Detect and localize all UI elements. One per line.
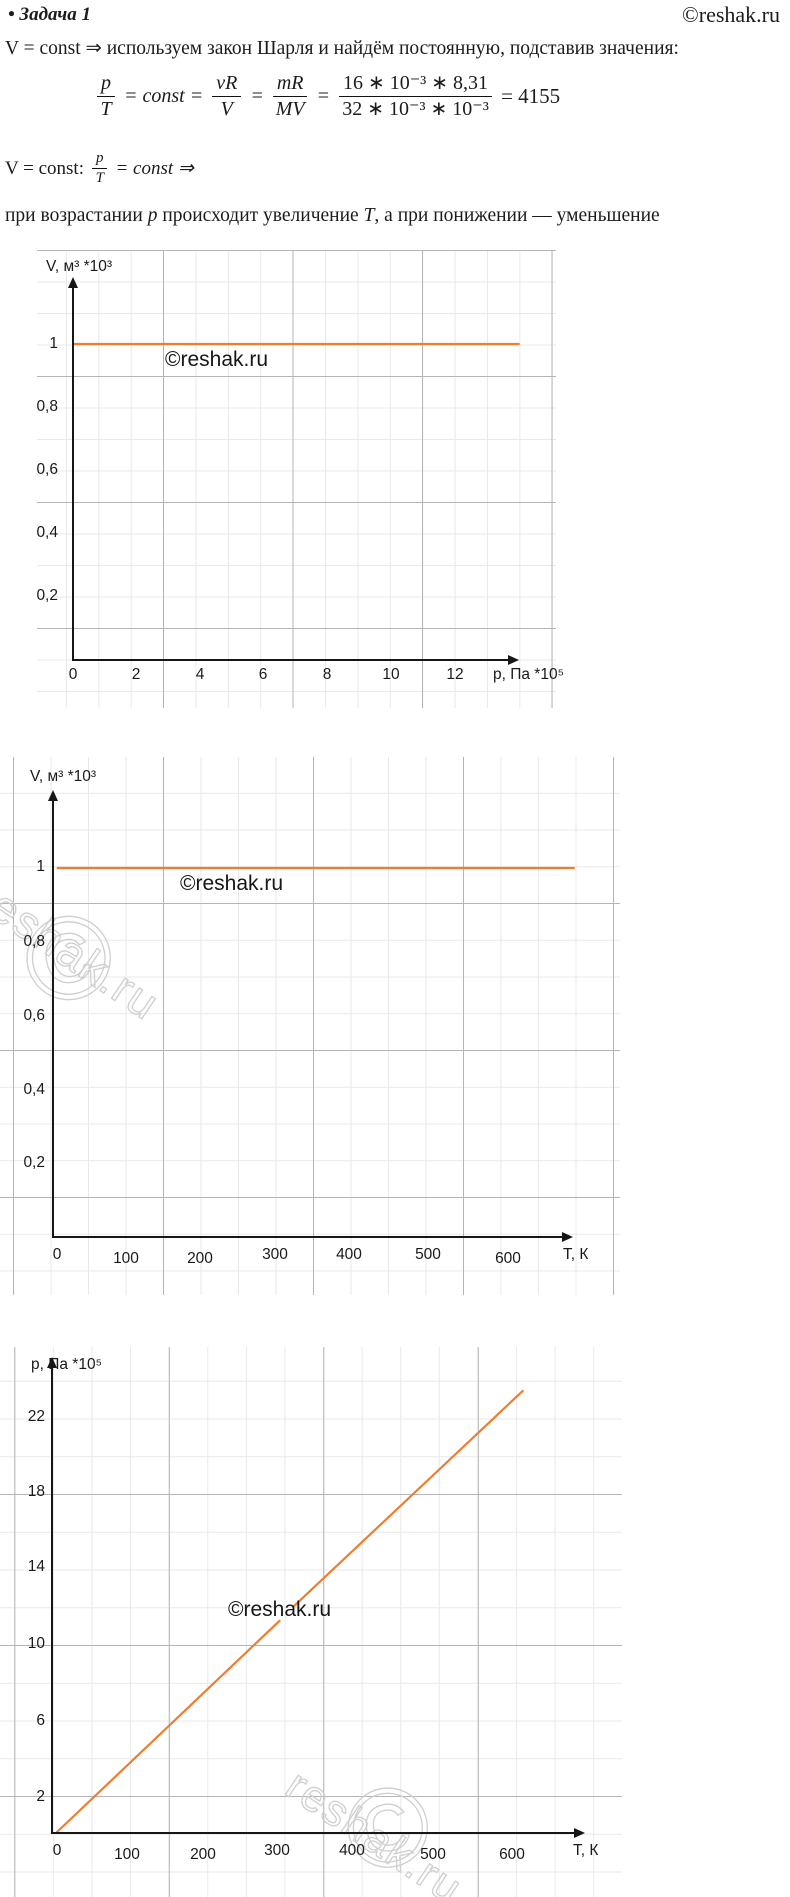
chart3-ytick: 14 [27, 1558, 45, 1575]
fraction-mR-over-MV: mR MV [272, 72, 308, 121]
chart1-y-axis [71, 286, 75, 660]
chart3-y-axis [50, 1366, 54, 1833]
chart-V-of-T-grid [0, 757, 620, 1295]
chart2-ytick: 0,2 [23, 1154, 45, 1171]
chart1-xtick: 4 [195, 666, 205, 683]
chart2-xtick: 500 [415, 1246, 441, 1263]
chart1-x-axis-arrow-icon [508, 654, 519, 665]
chart3-ylabel: p, Па *10⁵ [31, 1356, 102, 1373]
solution-line-3: при возрастании p происходит увеличение … [5, 205, 660, 226]
chart3-xtick: 200 [190, 1846, 216, 1863]
fraction-vR-over-V: vR V [212, 72, 242, 121]
chart-V-of-p-grid [37, 250, 556, 708]
chart3-xtick: 100 [114, 1846, 140, 1863]
chart2-xtick: 200 [187, 1250, 213, 1267]
chart2-xtick: 400 [336, 1246, 362, 1263]
watermark-badge: ©reshak.ru [180, 872, 284, 895]
chart3-xlabel: Т, К [573, 1842, 599, 1859]
formula-op: = [316, 85, 330, 107]
chart1-xlabel: p, Па *10⁵ [493, 666, 564, 683]
chart2-ytick: 0,4 [23, 1081, 45, 1098]
chart3-xtick: 0 [52, 1842, 62, 1859]
chart3-x-axis-arrow-icon [574, 1827, 585, 1838]
chart2-ylabel: V, м³ *10³ [30, 768, 97, 785]
chart1-ytick: 1 [49, 335, 58, 352]
watermark-badge: ©reshak.ru [228, 1598, 332, 1621]
chart1-xtick: 8 [322, 666, 332, 683]
formula: p T = const = vR V = mR MV = 16 ∗ 10⁻³ ∗… [97, 72, 560, 121]
chart2-ytick: 1 [36, 858, 45, 875]
chart3-ytick: 22 [27, 1408, 45, 1425]
chart2-xtick: 100 [113, 1250, 139, 1267]
chart2-ytick: 0,8 [23, 933, 45, 950]
chart3-ytick: 18 [27, 1483, 45, 1500]
chart2-ytick: 0,6 [23, 1007, 45, 1024]
task-title: • Задача 1 [8, 4, 91, 25]
chart3-xtick: 400 [339, 1842, 365, 1859]
chart2-x-axis [51, 1235, 564, 1239]
chart1-y-axis-arrow-icon [67, 277, 78, 288]
formula-op: = [250, 85, 264, 107]
solution-line-2: V = const: p T = const ⇒ [5, 150, 194, 188]
chart1-xtick: 10 [382, 666, 400, 683]
chart1-ylabel: V, м³ *10³ [46, 258, 113, 275]
chart3-ytick: 2 [36, 1788, 45, 1805]
chart2-x-axis-arrow-icon [562, 1231, 573, 1242]
chart2-xlabel: Т, К [563, 1246, 589, 1263]
fraction-numeric: 16 ∗ 10⁻³ ∗ 8,31 32 ∗ 10⁻³ ∗ 10⁻³ [338, 72, 493, 121]
chart1-ytick: 0,4 [36, 524, 58, 541]
chart1-ytick: 0,6 [36, 461, 58, 478]
formula-result: = 4155 [501, 84, 561, 108]
chart3-ytick: 6 [36, 1712, 45, 1729]
chart3-y-axis-arrow-icon [46, 1357, 57, 1368]
chart2-xtick: 0 [52, 1246, 62, 1263]
chart2-y-axis [51, 799, 55, 1237]
fraction-p-over-T: p T [97, 72, 115, 121]
chart1-xtick: 12 [446, 666, 464, 683]
chart3-xtick: 500 [420, 1846, 446, 1863]
solution-line-1: V = const ⇒ используем закон Шарля и най… [5, 38, 679, 59]
chart1-xtick: 2 [131, 666, 141, 683]
chart3-x-axis [50, 1831, 576, 1835]
chart2-xtick: 600 [495, 1250, 521, 1267]
watermark-badge: ©reshak.ru [165, 348, 269, 371]
chart1-x-axis [71, 658, 510, 662]
chart1-ytick: 0,2 [36, 587, 58, 604]
chart1-xtick: 6 [258, 666, 268, 683]
fraction-p-over-T-small: p T [91, 150, 108, 188]
site-credit: ©reshak.ru [682, 2, 780, 27]
chart1-xtick: 0 [68, 666, 78, 683]
chart3-xtick: 600 [499, 1846, 525, 1863]
chart2-y-axis-arrow-icon [47, 790, 58, 801]
chart3-xtick: 300 [264, 1842, 290, 1859]
chart1-ytick: 0,8 [36, 398, 58, 415]
chart2-xtick: 300 [262, 1246, 288, 1263]
formula-op: = const = [124, 85, 204, 107]
chart3-ytick: 10 [27, 1635, 45, 1652]
